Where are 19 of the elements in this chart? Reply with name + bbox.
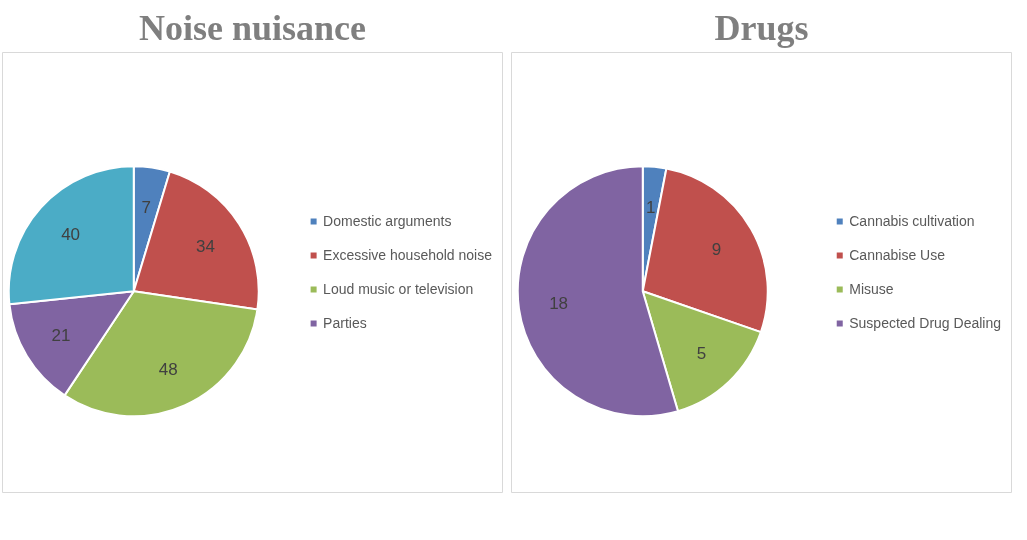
legend-label: Misuse [849,281,894,297]
data-label: 40 [61,225,81,245]
data-label: 7 [141,198,151,218]
legend-label: Domestic arguments [323,213,452,229]
legend-label: Cannabise Use [849,247,945,263]
data-label: 48 [158,359,178,379]
data-label: 18 [549,294,569,314]
data-label: 34 [196,236,215,256]
data-label: 1 [646,197,656,217]
chart-title: Noise nuisance [138,7,367,48]
legend-label: Cannabis cultivation [849,213,975,229]
legend-label: Suspected Drug Dealing [849,315,1001,331]
legend-label: Excessive household noise [323,247,492,263]
chart-title: Drugs [714,7,809,48]
data-label: 5 [696,343,707,363]
legend-label: Parties [323,315,367,331]
data-label: 9 [711,239,722,259]
data-label: 21 [51,326,71,346]
legend-label: Loud music or television [323,281,474,297]
